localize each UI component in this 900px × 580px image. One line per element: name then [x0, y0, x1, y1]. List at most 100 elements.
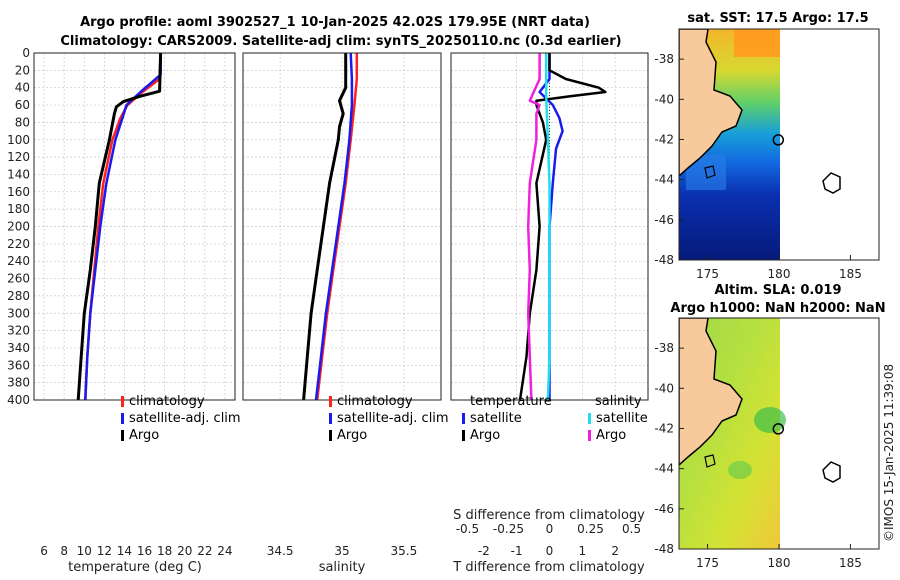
legend-label: satellite: [596, 411, 648, 426]
map-x-tick-label: 175: [696, 267, 719, 281]
y-tick-label: 320: [7, 324, 30, 338]
series-line-s-satellite: [544, 53, 551, 400]
legend-swatch: [329, 413, 332, 424]
sst-argo-marker: [772, 134, 785, 146]
y-tick-label: 240: [7, 254, 30, 268]
y-tick-label: 0: [22, 46, 30, 60]
sla-contour: [704, 454, 716, 468]
legend-swatch: [121, 396, 124, 407]
temperature-axes-frame: [33, 52, 236, 401]
x-tick-label: 1: [579, 544, 587, 558]
sst-warm-patch: [734, 29, 780, 57]
legend-swatch: [121, 430, 124, 441]
salinity-xlabel: salinity: [319, 560, 366, 575]
sst-contour: [704, 165, 716, 179]
map-y-tick-label: -38: [654, 341, 674, 355]
legend-swatch: [462, 413, 465, 424]
legend-swatch: [588, 413, 591, 424]
map-y-tick-label: -40: [654, 92, 674, 106]
series-line-argo: [76, 53, 163, 400]
x2-tick-label: 0: [546, 522, 554, 536]
temperature-panel: 6 8 10 12 14 16 18 20 22 24 0 20 40 60 80 100 120 140 160…: [7, 46, 241, 575]
legend-swatch: [329, 430, 332, 441]
y-tick-label: 40: [15, 81, 30, 95]
legend-label: climatology: [129, 394, 205, 409]
map-x-tick-label: 185: [839, 267, 862, 281]
sla-map: Altim. SLA: 0.019 Argo h1000: NaN h2000:…: [654, 283, 885, 570]
sla-argo-marker: [772, 423, 785, 435]
y-tick-label: 20: [15, 63, 30, 77]
map-x-tick-label: 180: [768, 267, 791, 281]
legend-title-temperature: temperature: [470, 394, 552, 409]
map-y-tick-label: -46: [654, 502, 674, 516]
x2-tick-label: -0.25: [493, 522, 524, 536]
y-tick-label: 220: [7, 237, 30, 251]
legend-swatch: [462, 430, 465, 441]
y-tick-label: 200: [7, 220, 30, 234]
x-tick-label: 14: [117, 544, 132, 558]
x-tick-label: 10: [77, 544, 92, 558]
salinity-axes-frame: [242, 52, 442, 401]
difference-axes-frame: [450, 52, 649, 401]
map-y-tick-label: -44: [654, 462, 674, 476]
sla-land-mass: [679, 318, 743, 467]
series-line-t-argo: [518, 53, 607, 400]
sla-map-title-line2: Argo h1000: NaN h2000: NaN: [670, 301, 885, 316]
legend-label: satellite: [470, 411, 522, 426]
x-tick-label: 16: [137, 544, 152, 558]
x-tick-label: 22: [197, 544, 212, 558]
legend-title-salinity: salinity: [595, 394, 642, 409]
x-tick-label: -1: [511, 544, 523, 558]
imos-credit: ©IMOS 15-Jan-2025 11:39:08: [882, 364, 896, 542]
sst-map-title: sat. SST: 17.5 Argo: 17.5: [687, 11, 868, 26]
map-y-tick-label: -38: [654, 52, 674, 66]
y-tick-label: 340: [7, 341, 30, 355]
legend-label: Argo: [337, 428, 367, 443]
x-tick-label: 35.5: [391, 544, 418, 558]
x-tick-label: 34.5: [267, 544, 294, 558]
x-tick-label: 24: [217, 544, 232, 558]
salinity-panel: 34.5 35 35.5 salinity climatology satellite…: [242, 52, 449, 575]
legend-label: climatology: [337, 394, 413, 409]
series-line-satellite-adj-clim: [314, 53, 354, 400]
y-tick-label: 80: [15, 115, 30, 129]
series-line-satellite-adj-clim: [84, 53, 162, 400]
x-tick-label: -2: [478, 544, 490, 558]
sst-land-mass: [679, 29, 743, 178]
x-tick-label: 12: [97, 544, 112, 558]
map-x-tick-label: 185: [839, 556, 862, 570]
y-tick-label: 360: [7, 358, 30, 372]
y-tick-label: 300: [7, 306, 30, 320]
sla-eddy-low: [754, 407, 786, 433]
map-y-tick-label: -48: [654, 253, 674, 267]
legend-label: satellite-adj. clim: [129, 411, 241, 426]
y-tick-label: 140: [7, 167, 30, 181]
x-tick-label: 35: [334, 544, 349, 558]
map-y-tick-label: -48: [654, 542, 674, 556]
y-tick-label: 280: [7, 289, 30, 303]
sst-map: sat. SST: 17.5 Argo: 17.5 175 180 185 -38 -4…: [654, 11, 880, 281]
sla-chatham-islands: [822, 461, 841, 483]
x2-tick-label: 0.5: [622, 522, 641, 536]
legend-label: Argo: [470, 428, 500, 443]
series-line-argo: [302, 53, 348, 400]
map-y-tick-label: -42: [654, 421, 674, 435]
legend-swatch: [121, 413, 124, 424]
t-difference-xlabel: T difference from climatology: [452, 560, 645, 575]
y-tick-label: 120: [7, 150, 30, 164]
legend-label: Argo: [129, 428, 159, 443]
x-tick-label: 8: [60, 544, 68, 558]
temperature-xlabel: temperature (deg C): [68, 560, 202, 575]
legend-swatch: [588, 430, 591, 441]
map-x-tick-label: 180: [768, 556, 791, 570]
y-tick-label: 380: [7, 376, 30, 390]
x-tick-label: 18: [157, 544, 172, 558]
legend-label: satellite-adj. clim: [337, 411, 449, 426]
x-tick-label: 20: [177, 544, 192, 558]
difference-panel: -2 -1 0 1 2 -0.5 -0.25 0 0.25 0.5 S difference f…: [450, 52, 649, 575]
x-tick-label: 6: [40, 544, 48, 558]
map-y-tick-label: -42: [654, 132, 674, 146]
sst-chatham-islands: [822, 172, 841, 194]
y-tick-label: 180: [7, 202, 30, 216]
